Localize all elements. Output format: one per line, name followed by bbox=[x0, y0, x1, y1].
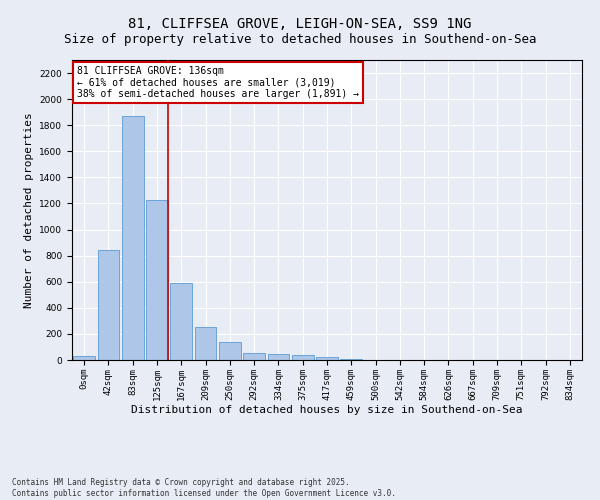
Text: 81 CLIFFSEA GROVE: 136sqm
← 61% of detached houses are smaller (3,019)
38% of se: 81 CLIFFSEA GROVE: 136sqm ← 61% of detac… bbox=[77, 66, 359, 99]
Text: Contains HM Land Registry data © Crown copyright and database right 2025.
Contai: Contains HM Land Registry data © Crown c… bbox=[12, 478, 396, 498]
X-axis label: Distribution of detached houses by size in Southend-on-Sea: Distribution of detached houses by size … bbox=[131, 406, 523, 415]
Bar bbox=[146, 200, 168, 360]
Bar bbox=[73, 356, 95, 360]
Bar bbox=[122, 116, 143, 360]
Bar bbox=[97, 250, 119, 360]
Y-axis label: Number of detached properties: Number of detached properties bbox=[24, 112, 34, 308]
Bar bbox=[268, 354, 289, 360]
Bar bbox=[292, 356, 314, 360]
Text: Size of property relative to detached houses in Southend-on-Sea: Size of property relative to detached ho… bbox=[64, 32, 536, 46]
Bar bbox=[219, 342, 241, 360]
Bar bbox=[340, 358, 362, 360]
Bar bbox=[170, 283, 192, 360]
Bar bbox=[194, 326, 217, 360]
Bar bbox=[316, 358, 338, 360]
Bar bbox=[243, 353, 265, 360]
Text: 81, CLIFFSEA GROVE, LEIGH-ON-SEA, SS9 1NG: 81, CLIFFSEA GROVE, LEIGH-ON-SEA, SS9 1N… bbox=[128, 18, 472, 32]
